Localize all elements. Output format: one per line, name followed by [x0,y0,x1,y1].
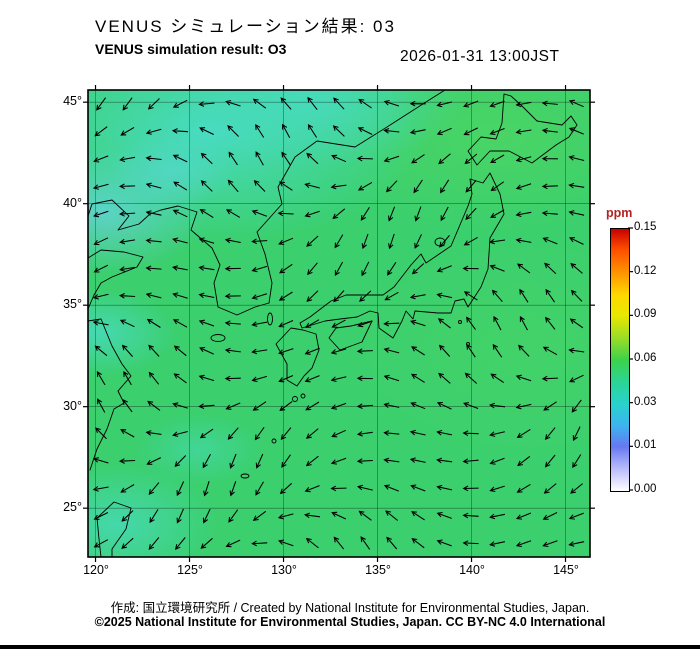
lat-label-40: 40° [63,196,82,210]
page-title-japanese: VENUS シミュレーション結果: 03 [95,17,396,36]
lon-label-135: 135° [365,563,391,577]
lat-label-35: 35° [63,297,82,311]
lon-label-140: 140° [459,563,485,577]
colorbar-tick-000: 0.00 [634,483,657,495]
lat-label-45: 45° [63,94,82,108]
lat-label-30: 30° [63,399,82,413]
lon-label-125: 125° [177,563,203,577]
ozone-concentration-field [88,90,590,557]
license-line: ©2025 National Institute for Environment… [94,615,606,629]
lat-label-25: 25° [63,500,82,514]
colorbar-unit-label: ppm [606,206,633,220]
lon-label-130: 130° [271,563,297,577]
lon-label-145: 145° [553,563,579,577]
valid-time-label: 2026-01-31 13:00JST [400,48,560,65]
page-title-english: VENUS simulation result: O3 [95,41,287,57]
bottom-edge-bar [0,645,700,649]
credit-line: 作成: 国立環境研究所 / Created by National Instit… [110,601,590,615]
colorbar-tick-001: 0.01 [634,439,657,451]
colorbar-tick-012: 0.12 [634,265,657,277]
colorbar-tick-009: 0.09 [634,308,657,320]
lon-label-120: 120° [83,563,109,577]
colorbar [610,228,630,492]
colorbar-tick-006: 0.06 [634,352,657,364]
colorbar-tick-015: 0.15 [634,221,657,233]
colorbar-tick-003: 0.03 [634,396,657,408]
